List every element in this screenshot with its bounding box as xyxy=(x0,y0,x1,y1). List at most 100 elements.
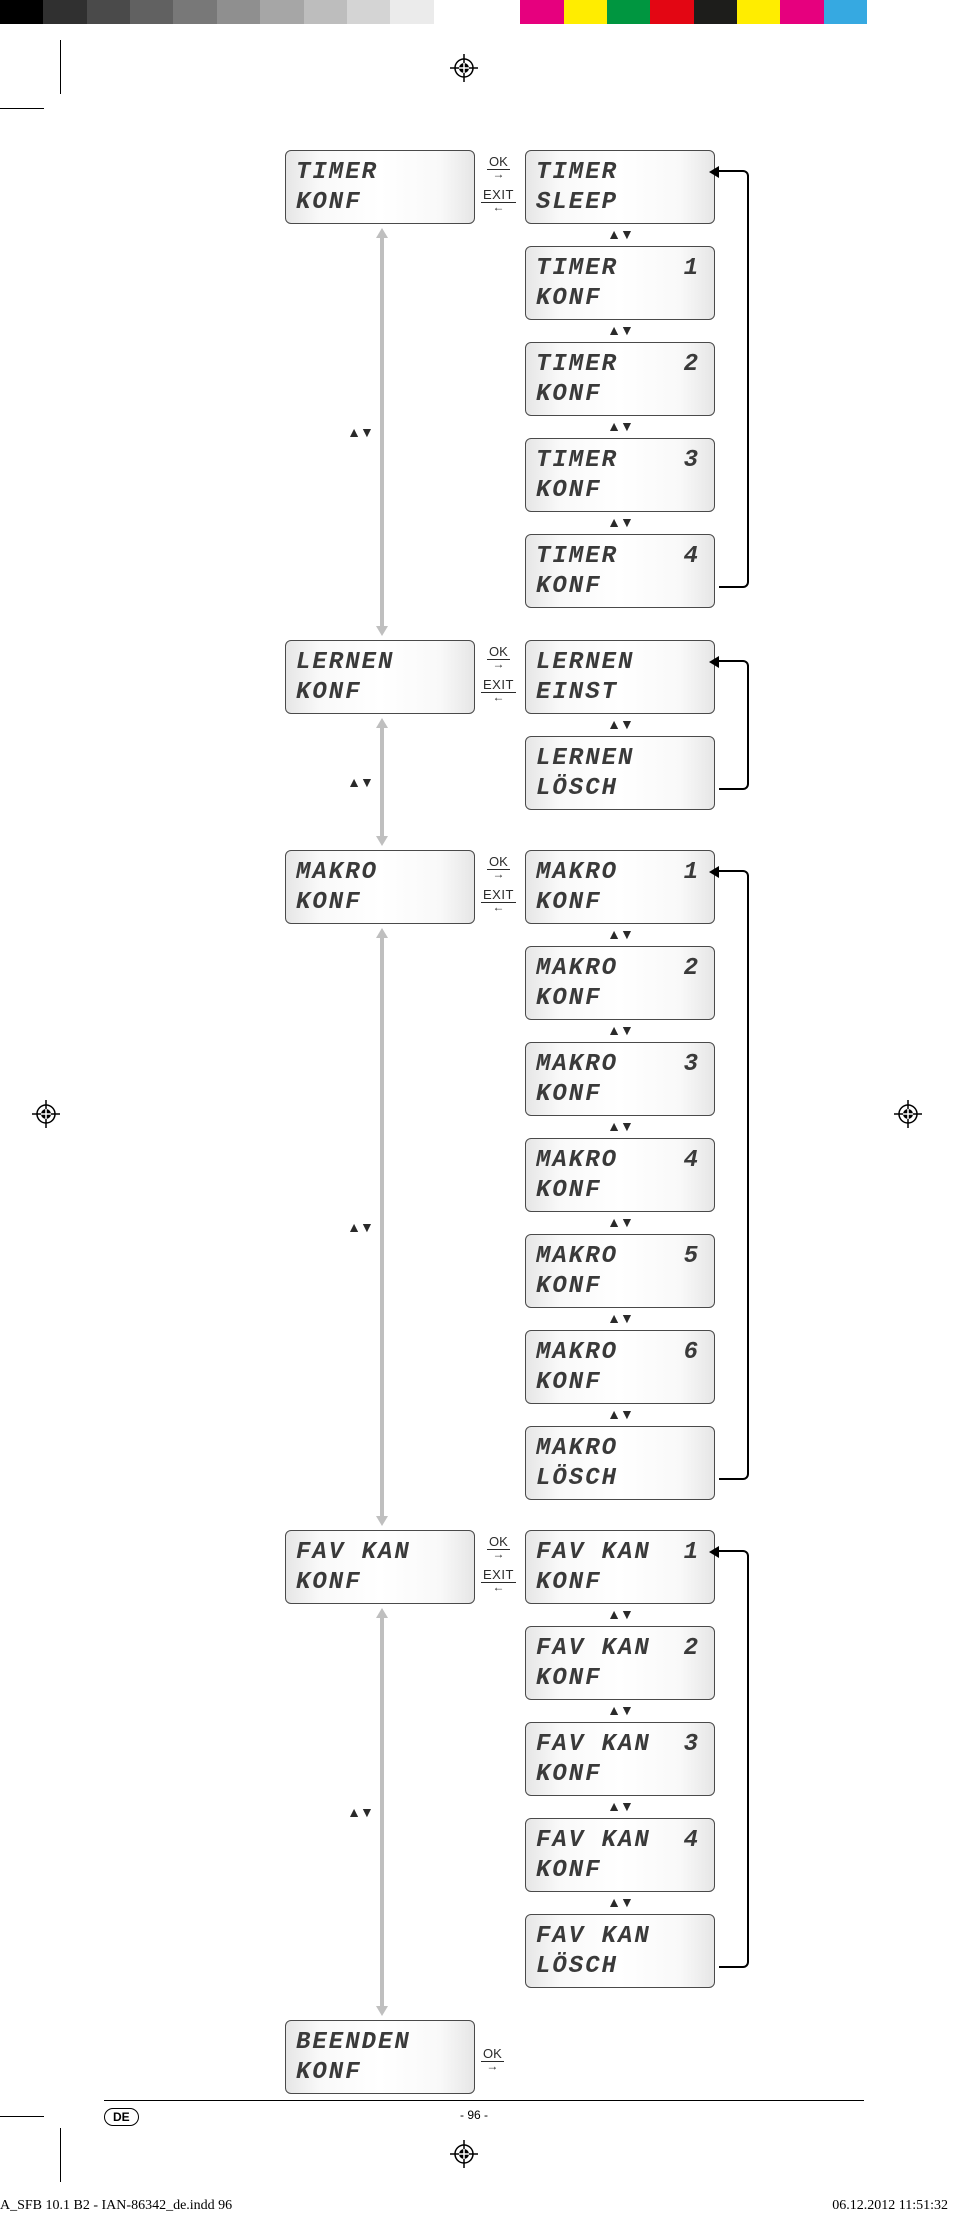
nav-up-down-icon: ▲▼ xyxy=(605,1310,635,1326)
color-swatch xyxy=(260,0,303,24)
footer-rule xyxy=(104,2100,864,2101)
scroll-connector-line xyxy=(380,236,384,628)
lcd-favkan-child-4: FAV KANLÖSCH xyxy=(525,1914,715,1988)
color-swatch xyxy=(173,0,216,24)
lcd-line1: MAKRO xyxy=(536,1338,704,1368)
color-swatch xyxy=(477,0,520,24)
nav-up-down-icon: ▲▼ xyxy=(605,226,635,242)
color-swatch xyxy=(867,0,910,24)
nav-up-down-icon: ▲▼ xyxy=(605,1214,635,1230)
nav-up-down-icon: ▲▼ xyxy=(605,1606,635,1622)
nav-up-down-icon: ▲▼ xyxy=(345,774,375,790)
lcd-line2: KONF xyxy=(536,1176,704,1206)
ok-exit-connector: OK→EXIT← xyxy=(481,854,516,914)
nav-up-down-icon: ▲▼ xyxy=(605,1022,635,1038)
registration-mark-icon xyxy=(32,1100,60,1128)
lcd-line1: FAV KAN xyxy=(536,1922,704,1952)
ok-exit-connector: OK→EXIT← xyxy=(481,1534,516,1594)
lcd-line1: MAKRO xyxy=(296,858,464,888)
lcd-timer-child-4: TIMERKONF4 xyxy=(525,534,715,608)
nav-up-down-icon: ▲▼ xyxy=(605,514,635,530)
lcd-number: 2 xyxy=(684,1635,700,1663)
ok-exit-connector: OK→ xyxy=(481,2046,504,2073)
lcd-timer-root: TIMERKONF xyxy=(285,150,475,224)
lcd-makro-child-6: MAKROLÖSCH xyxy=(525,1426,715,1500)
lcd-makro-child-5: MAKROKONF6 xyxy=(525,1330,715,1404)
color-swatch xyxy=(130,0,173,24)
color-swatch xyxy=(694,0,737,24)
lcd-line2: KONF xyxy=(536,1080,704,1110)
lcd-line2: KONF xyxy=(536,380,704,410)
lcd-line2: KONF xyxy=(536,572,704,602)
lcd-line2: KONF xyxy=(296,1568,464,1598)
lcd-timer-child-0: TIMERSLEEP xyxy=(525,150,715,224)
lcd-favkan-child-3: FAV KANKONF4 xyxy=(525,1818,715,1892)
color-swatch xyxy=(217,0,260,24)
lcd-beenden: BEENDENKONF xyxy=(285,2020,475,2094)
lcd-line2: LÖSCH xyxy=(536,1464,704,1494)
loop-back-arrow xyxy=(719,170,749,588)
lcd-number: 4 xyxy=(684,1827,700,1855)
lcd-favkan-child-0: FAV KANKONF1 xyxy=(525,1530,715,1604)
color-swatch xyxy=(520,0,563,24)
lcd-line1: TIMER xyxy=(536,158,704,188)
nav-up-down-icon: ▲▼ xyxy=(605,1894,635,1910)
lcd-line2: KONF xyxy=(536,1856,704,1886)
color-swatch xyxy=(390,0,433,24)
color-swatch xyxy=(87,0,130,24)
lcd-line1: FAV KAN xyxy=(536,1730,704,1760)
lcd-line1: FAV KAN xyxy=(536,1538,704,1568)
color-swatch xyxy=(650,0,693,24)
lcd-line1: TIMER xyxy=(536,350,704,380)
color-swatch xyxy=(911,0,954,24)
lcd-line1: TIMER xyxy=(296,158,464,188)
color-swatch xyxy=(780,0,823,24)
nav-up-down-icon: ▲▼ xyxy=(345,1219,375,1235)
registration-mark-icon xyxy=(894,1100,922,1128)
registration-mark-icon xyxy=(450,54,478,82)
lcd-line1: LERNEN xyxy=(536,744,704,774)
lcd-number: 4 xyxy=(684,543,700,571)
lcd-timer-child-1: TIMERKONF1 xyxy=(525,246,715,320)
lcd-line2: KONF xyxy=(296,2058,464,2088)
lcd-line1: FAV KAN xyxy=(536,1826,704,1856)
lcd-lernen-child-0: LERNENEINST xyxy=(525,640,715,714)
lcd-line2: KONF xyxy=(536,1368,704,1398)
nav-up-down-icon: ▲▼ xyxy=(605,1406,635,1422)
color-swatch xyxy=(43,0,86,24)
color-swatch xyxy=(824,0,867,24)
loop-back-arrow xyxy=(719,1550,749,1968)
lcd-makro-root: MAKROKONF xyxy=(285,850,475,924)
crop-mark xyxy=(60,40,61,94)
lcd-makro-child-1: MAKROKONF2 xyxy=(525,946,715,1020)
lcd-number: 5 xyxy=(684,1243,700,1271)
loop-back-arrow xyxy=(719,660,749,790)
nav-up-down-icon: ▲▼ xyxy=(605,418,635,434)
lcd-line1: MAKRO xyxy=(536,954,704,984)
lcd-line1: TIMER xyxy=(536,542,704,572)
nav-up-down-icon: ▲▼ xyxy=(345,424,375,440)
lcd-line1: FAV KAN xyxy=(536,1634,704,1664)
lcd-number: 3 xyxy=(684,1731,700,1759)
lcd-line2: EINST xyxy=(536,678,704,708)
color-swatch xyxy=(607,0,650,24)
color-swatch xyxy=(434,0,477,24)
lcd-line1: BEENDEN xyxy=(296,2028,464,2058)
lcd-timer-child-3: TIMERKONF3 xyxy=(525,438,715,512)
scroll-connector-line xyxy=(380,726,384,838)
ok-exit-connector: OK→EXIT← xyxy=(481,644,516,704)
color-swatch xyxy=(737,0,780,24)
lcd-makro-child-4: MAKROKONF5 xyxy=(525,1234,715,1308)
crop-mark xyxy=(60,2128,61,2182)
page-number: - 96 - xyxy=(460,2108,488,2122)
lcd-line2: KONF xyxy=(536,1760,704,1790)
lcd-makro-child-2: MAKROKONF3 xyxy=(525,1042,715,1116)
lcd-line2: SLEEP xyxy=(536,188,704,218)
lcd-line1: MAKRO xyxy=(536,1434,704,1464)
lcd-line1: FAV KAN xyxy=(296,1538,464,1568)
lcd-number: 2 xyxy=(684,955,700,983)
lcd-number: 6 xyxy=(684,1339,700,1367)
nav-up-down-icon: ▲▼ xyxy=(605,1798,635,1814)
lcd-number: 3 xyxy=(684,447,700,475)
language-badge: DE xyxy=(104,2108,139,2126)
